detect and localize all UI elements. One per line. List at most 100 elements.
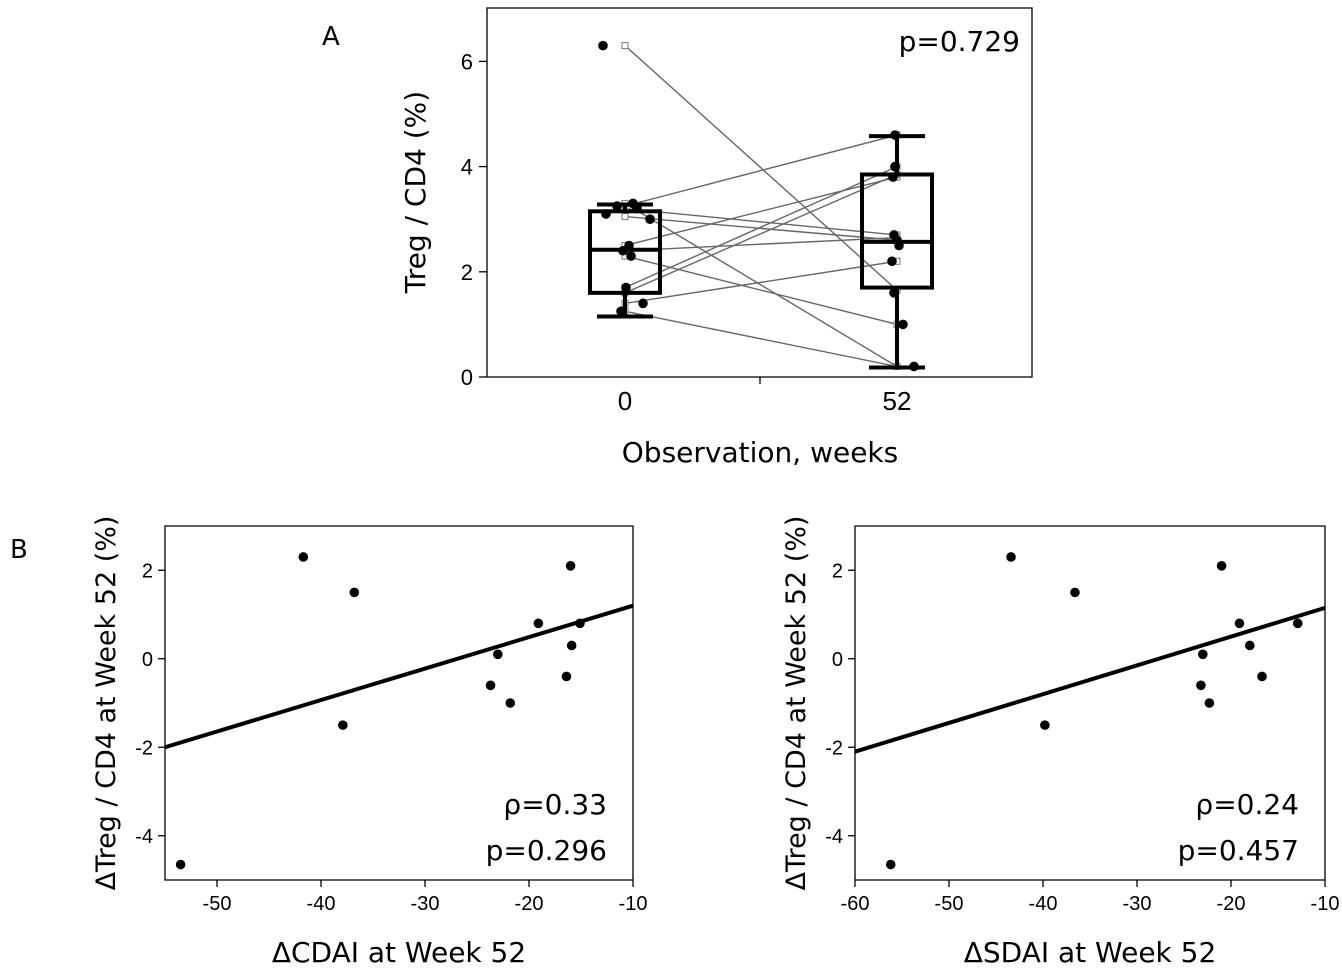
data-point <box>1196 680 1206 691</box>
data-point <box>338 720 348 730</box>
y-axis-label: ΔTreg / CD4 at Week 52 (%) <box>91 516 122 891</box>
data-point <box>890 130 900 140</box>
data-point <box>889 288 899 298</box>
p-value-annotation: p=0.457 <box>1178 834 1299 867</box>
data-point <box>885 859 896 870</box>
data-point <box>618 245 628 256</box>
data-point <box>175 859 186 870</box>
plot-frame <box>854 525 1326 881</box>
x-tick-label: -40 <box>1029 893 1058 915</box>
paired-marker <box>621 42 629 50</box>
plot-frame <box>164 525 634 881</box>
chart-b-cdai-scatter: -50 -40 -30 -20 -10-4-202ρ=0.33p=0.296ΔCDAI … <box>91 516 647 968</box>
data-point <box>493 649 503 660</box>
paired-line <box>624 215 898 241</box>
data-point <box>1204 698 1215 708</box>
x-tick-label: -60 <box>841 893 870 915</box>
p-value-annotation: p=0.296 <box>486 834 607 867</box>
rho-annotation: ρ=0.24 <box>1195 788 1299 821</box>
paired-line <box>624 255 898 326</box>
paired-line <box>624 202 898 368</box>
y-tick-label: 0 <box>461 365 473 390</box>
paired-line <box>624 260 898 305</box>
data-point <box>601 209 611 219</box>
data-point <box>612 201 622 211</box>
data-point <box>632 203 642 214</box>
paired-line <box>624 207 898 236</box>
x-tick-label: -10 <box>619 893 648 915</box>
data-point <box>894 240 904 251</box>
x-axis-label: ΔCDAI at Week 52 <box>272 936 526 968</box>
data-point <box>485 680 496 691</box>
data-point <box>505 698 516 708</box>
y-tick-label: -4 <box>825 826 843 848</box>
y-tick-label: 4 <box>461 155 473 180</box>
y-tick-label: -2 <box>825 737 843 759</box>
box-iqr <box>588 209 662 295</box>
box-iqr <box>860 172 934 290</box>
x-tick-label: -20 <box>515 893 544 915</box>
x-tick-label: 0 <box>618 386 632 416</box>
x-axis-label: ΔSDAI at Week 52 <box>964 936 1217 968</box>
data-point <box>626 251 636 261</box>
data-point <box>1216 561 1227 571</box>
plot-frame <box>486 7 1033 378</box>
x-tick-label: -50 <box>935 893 964 915</box>
data-point <box>1040 720 1050 730</box>
paired-line <box>624 134 898 207</box>
chart-b-sdai-scatter: -60 -50 -40 -30 -20 -10-4-202ρ=0.24p=0.457ΔSD… <box>781 516 1339 968</box>
data-point <box>1257 671 1267 682</box>
data-point <box>1198 649 1208 660</box>
data-point <box>1070 587 1080 598</box>
data-point <box>909 361 919 372</box>
data-point <box>1292 618 1303 629</box>
regression-line <box>854 605 1326 754</box>
y-axis-label: ΔTreg / CD4 at Week 52 (%) <box>781 516 812 891</box>
x-tick-label: -10 <box>1311 893 1340 915</box>
data-point <box>349 587 360 598</box>
y-tick-label: -2 <box>135 737 153 759</box>
data-point <box>890 161 900 172</box>
data-point <box>888 172 898 182</box>
paired-line <box>624 310 898 368</box>
paired-line <box>624 236 898 252</box>
data-point <box>1006 552 1016 562</box>
rho-annotation: ρ=0.33 <box>503 788 607 821</box>
data-point <box>533 618 544 629</box>
y-tick-label: 2 <box>142 560 153 582</box>
paired-line <box>624 45 898 291</box>
x-tick-label: 52 <box>883 386 912 416</box>
data-point <box>575 618 585 629</box>
paired-marker <box>621 213 629 221</box>
x-tick-label: -40 <box>307 893 336 915</box>
paired-line <box>624 165 898 289</box>
y-tick-label: 0 <box>142 649 153 671</box>
data-point <box>638 298 648 309</box>
y-tick-label: -4 <box>135 826 153 848</box>
paired-line <box>624 173 898 294</box>
data-point <box>887 256 897 267</box>
data-point <box>566 640 577 651</box>
data-point <box>621 282 631 293</box>
data-point <box>598 40 608 51</box>
data-point <box>898 319 908 330</box>
x-tick-label: -20 <box>1217 893 1246 915</box>
data-point <box>616 306 626 317</box>
data-point <box>565 561 576 571</box>
y-tick-label: 6 <box>461 49 473 74</box>
chart-a-boxplot: 0 2 4 6 0 52 p=0.729 Observation, weeks Treg / C… <box>399 7 1033 469</box>
x-tick-label: -50 <box>203 893 232 915</box>
x-axis-label: Observation, weeks <box>622 436 898 469</box>
data-point <box>1234 618 1245 629</box>
panel-b-label: B <box>10 535 28 565</box>
data-point <box>298 552 309 562</box>
panel-a-label: A <box>322 22 340 52</box>
regression-line <box>164 603 634 750</box>
p-value-annotation: p=0.729 <box>899 25 1020 58</box>
y-tick-label: 2 <box>461 260 473 285</box>
data-point <box>1245 640 1255 651</box>
y-axis-label: Treg / CD4 (%) <box>399 91 432 294</box>
x-tick-label: -30 <box>1123 893 1152 915</box>
y-tick-label: 2 <box>832 560 843 582</box>
